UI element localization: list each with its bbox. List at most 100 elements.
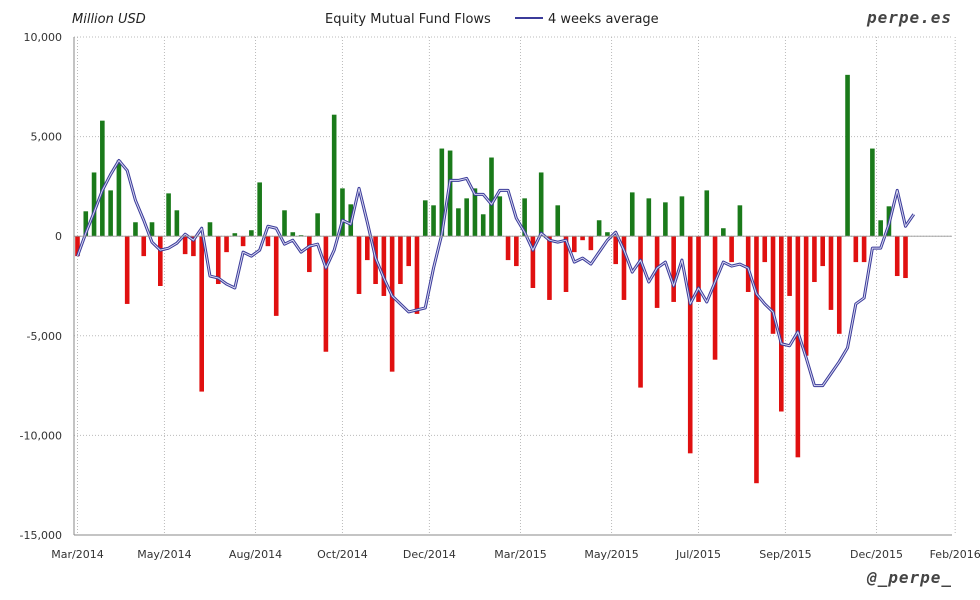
bar-inflow (290, 232, 296, 237)
bar-outflow (224, 236, 229, 253)
bar-outflow (389, 236, 395, 372)
brand-logo: perpe.es (866, 8, 952, 27)
bar-outflow (580, 236, 585, 241)
x-tick-label: Sep/2015 (759, 548, 811, 561)
bar-outflow (812, 236, 817, 283)
bar-inflow (91, 172, 97, 237)
bar-outflow (654, 236, 660, 308)
bar-outflow (745, 236, 751, 292)
y-tick-label: -5,000 (27, 330, 62, 343)
bar-outflow (514, 236, 519, 267)
bar-inflow (497, 196, 503, 237)
bar-outflow (621, 236, 627, 300)
bar-outflow (828, 236, 834, 310)
bar-outflow (795, 236, 801, 458)
bar-inflow (166, 193, 171, 237)
bar-inflow (282, 210, 287, 237)
legend-label: 4 weeks average (548, 12, 659, 27)
bar-inflow (422, 200, 428, 237)
bar-outflow (530, 236, 536, 288)
bars (75, 74, 908, 484)
bar-inflow (522, 198, 527, 237)
bar-inflow (257, 182, 262, 237)
bar-outflow (638, 236, 643, 388)
bar-inflow (555, 205, 561, 237)
bar-inflow (472, 188, 478, 237)
bar-outflow (588, 236, 594, 251)
bar-inflow (298, 235, 304, 237)
bar-inflow (629, 192, 635, 237)
x-tick-label: Mar/2014 (51, 548, 103, 561)
y-tick-label: 10,000 (24, 31, 63, 44)
grid (74, 36, 956, 536)
bar-outflow (398, 236, 403, 285)
bar-outflow (414, 236, 420, 314)
bar-outflow (894, 236, 900, 277)
bar-inflow (704, 190, 710, 237)
bar-outflow (240, 236, 246, 247)
bar-outflow (696, 236, 701, 302)
unit-label: Million USD (72, 12, 146, 27)
average-line-group (76, 159, 916, 388)
bar-outflow (903, 236, 908, 279)
axes: 10,000 5,000 0 -5,000 -10,000 -15,000 Mar/2014… (20, 31, 980, 561)
bar-inflow (83, 211, 89, 237)
bar-outflow (762, 236, 768, 263)
x-tick-label: Jul/2015 (675, 548, 721, 561)
bar-outflow (712, 236, 718, 360)
bar-outflow (323, 236, 329, 352)
bar-outflow (191, 236, 196, 257)
bar-outflow (803, 236, 809, 356)
bar-inflow (646, 198, 652, 237)
bar-outflow (265, 236, 271, 247)
bar-inflow (605, 232, 610, 237)
bar-inflow (133, 222, 138, 237)
bar-inflow (315, 213, 320, 237)
bar-outflow (273, 236, 279, 316)
bar-inflow (149, 222, 155, 237)
bar-outflow (199, 236, 204, 392)
bar-inflow (249, 230, 254, 237)
bar-outflow (124, 236, 130, 304)
bar-outflow (365, 236, 370, 261)
bar-outflow (158, 236, 163, 286)
bar-outflow (861, 236, 867, 263)
bar-outflow (381, 236, 387, 296)
bar-outflow (613, 236, 618, 265)
bar-outflow (836, 236, 842, 334)
y-tick-label: -10,000 (20, 429, 62, 442)
average-line-highlight (77, 160, 915, 387)
x-tick-label: Mar/2015 (494, 548, 546, 561)
y-tick-label: 0 (55, 230, 62, 243)
bar-inflow (596, 220, 602, 237)
bar-outflow (563, 236, 569, 292)
bar-inflow (870, 148, 875, 237)
bar-outflow (729, 236, 734, 263)
bar-inflow (207, 222, 213, 237)
bar-outflow (572, 236, 577, 253)
x-tick-label: May/2014 (137, 548, 191, 561)
x-tick-label: Feb/2016 (930, 548, 980, 561)
chart-title: Equity Mutual Fund Flows (325, 12, 491, 27)
bar-outflow (307, 236, 312, 273)
bar-inflow (116, 160, 122, 237)
bar-outflow (75, 236, 80, 257)
y-tick-label: 5,000 (31, 131, 63, 144)
bar-inflow (489, 157, 494, 237)
bar-outflow (853, 236, 859, 263)
bar-outflow (754, 236, 759, 484)
bar-outflow (547, 236, 552, 300)
bar-inflow (431, 205, 436, 237)
x-tick-label: Aug/2014 (229, 548, 282, 561)
bar-outflow (770, 236, 776, 334)
bar-inflow (108, 190, 113, 237)
bar-outflow (787, 236, 792, 296)
bar-outflow (182, 236, 188, 255)
bar-outflow (141, 236, 147, 257)
x-tick-label: Dec/2015 (850, 548, 903, 561)
x-tick-label: Dec/2014 (403, 548, 456, 561)
bar-outflow (779, 236, 784, 412)
bar-inflow (447, 150, 453, 237)
bar-outflow (406, 236, 411, 267)
